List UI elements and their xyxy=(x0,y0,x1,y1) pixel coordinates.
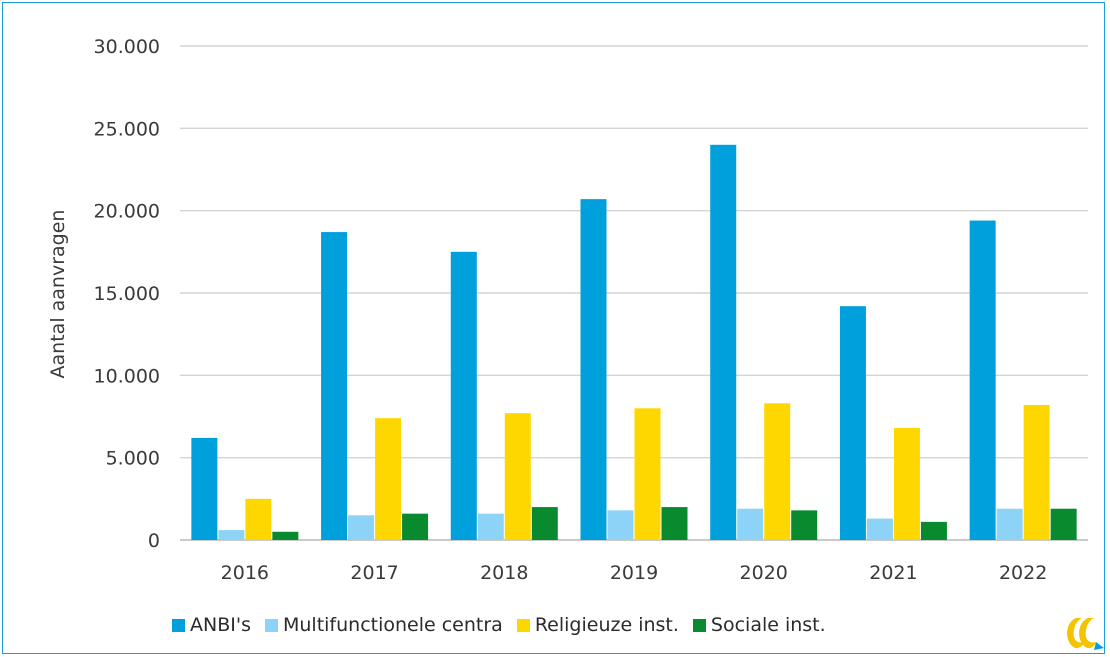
y-tick-label: 5.000 xyxy=(106,448,160,470)
bar-religieuze-inst--2019 xyxy=(634,408,661,540)
bar-sociale-inst--2016 xyxy=(272,531,299,540)
x-tick-labels: 2016 2017 2018 2019 2020 2021 2022 xyxy=(221,562,1048,584)
bar-sociale-inst--2021 xyxy=(920,521,947,540)
bars xyxy=(191,144,1077,541)
legend-item: Religieuze inst. xyxy=(516,614,679,636)
bar-multifunctionele-centra-2022 xyxy=(996,508,1023,540)
bar-sociale-inst--2017 xyxy=(402,513,429,540)
y-tick-label: 30.000 xyxy=(94,36,160,58)
legend-item: Multifunctionele centra xyxy=(264,614,503,636)
bar-multifunctionele-centra-2021 xyxy=(866,518,893,540)
legend-label: ANBI's xyxy=(190,614,251,636)
bar-anbi-s-2016 xyxy=(191,437,218,540)
bar-multifunctionele-centra-2016 xyxy=(218,530,245,540)
bar-religieuze-inst--2018 xyxy=(504,413,531,540)
x-tick-label: 2019 xyxy=(610,562,658,584)
y-tick-label: 0 xyxy=(148,530,160,552)
bar-sociale-inst--2022 xyxy=(1050,508,1077,540)
y-tick-labels: 0 5.000 10.000 15.000 20.000 25.000 30.000 xyxy=(94,36,160,552)
x-tick-label: 2021 xyxy=(869,562,917,584)
bar-sociale-inst--2018 xyxy=(531,507,558,540)
x-tick-label: 2018 xyxy=(480,562,528,584)
y-axis-title: Aantal aanvragen xyxy=(47,210,69,379)
legend-item: ANBI's xyxy=(172,614,251,636)
brand-logo-icon xyxy=(1067,618,1104,650)
y-tick-label: 20.000 xyxy=(94,201,160,223)
bar-anbi-s-2017 xyxy=(321,232,348,540)
bar-religieuze-inst--2020 xyxy=(764,403,791,540)
bar-chart: 0 5.000 10.000 15.000 20.000 25.000 30.000 201… xyxy=(47,36,1088,584)
bar-multifunctionele-centra-2018 xyxy=(477,513,504,540)
y-tick-label: 15.000 xyxy=(94,283,160,305)
bar-religieuze-inst--2017 xyxy=(375,418,402,540)
bar-multifunctionele-centra-2019 xyxy=(607,510,634,540)
gridlines xyxy=(180,45,1088,541)
legend-label: Religieuze inst. xyxy=(534,614,679,636)
bar-religieuze-inst--2016 xyxy=(245,498,272,540)
y-tick-label: 10.000 xyxy=(94,365,160,387)
legend-label: Sociale inst. xyxy=(710,614,826,636)
legend-swatch xyxy=(264,618,278,632)
legend-swatch xyxy=(516,618,530,632)
legend-swatch xyxy=(172,618,185,632)
legend: ANBI's Multifunctionele centra Religieuze … xyxy=(172,612,840,638)
bar-multifunctionele-centra-2020 xyxy=(737,508,764,540)
bar-sociale-inst--2019 xyxy=(661,507,688,540)
bar-anbi-s-2020 xyxy=(710,144,737,541)
legend-label: Multifunctionele centra xyxy=(282,614,503,636)
bar-religieuze-inst--2021 xyxy=(893,428,920,540)
legend-item: Sociale inst. xyxy=(692,614,826,636)
x-tick-label: 2020 xyxy=(740,562,788,584)
legend-swatch xyxy=(692,618,706,632)
bar-sociale-inst--2020 xyxy=(791,510,818,540)
x-tick-label: 2016 xyxy=(221,562,269,584)
x-tick-label: 2017 xyxy=(350,562,398,584)
bar-anbi-s-2018 xyxy=(450,251,477,541)
bar-multifunctionele-centra-2017 xyxy=(348,515,375,540)
bar-anbi-s-2021 xyxy=(839,306,866,540)
x-tick-label: 2022 xyxy=(999,562,1047,584)
y-tick-label: 25.000 xyxy=(94,118,160,140)
bar-anbi-s-2022 xyxy=(969,220,996,540)
bar-religieuze-inst--2022 xyxy=(1023,404,1050,540)
bar-anbi-s-2019 xyxy=(580,199,607,540)
